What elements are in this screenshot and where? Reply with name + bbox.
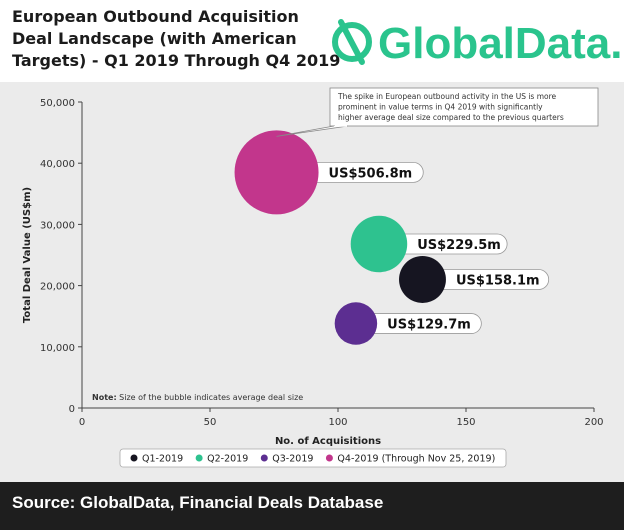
globaldata-logo: GlobalData. — [332, 19, 620, 68]
footer: Source: GlobalData, Financial Deals Data… — [0, 482, 624, 530]
axes: 0 10,000 20,000 30,000 40,000 50,000 0 50 100 150… — [22, 98, 604, 447]
source-text: Source: GlobalData, Financial Deals Data… — [12, 493, 384, 512]
legend-label: Q2-2019 — [207, 454, 248, 465]
annotation-text: The spike in European outbound activity … — [337, 92, 564, 122]
bubble-1 — [399, 256, 446, 303]
bubble-label: US$506.8m — [329, 166, 413, 181]
bubbles: US$158.1m US$229.5m US$129.7m US$506.8m — [234, 130, 550, 345]
y-tick-label: 40,000 — [40, 159, 75, 170]
y-tick-label: 20,000 — [40, 282, 75, 293]
bubble-3 — [334, 302, 378, 345]
logo-text: GlobalData. — [378, 19, 620, 68]
legend-marker-1 — [130, 454, 138, 462]
annotation-pointer — [276, 125, 349, 137]
x-tick-label: 100 — [328, 417, 347, 428]
bubble-chart: 0 10,000 20,000 30,000 40,000 50,000 0 50 100 150… — [22, 87, 604, 468]
chart-note: Note: Size of the bubble indicates avera… — [92, 393, 303, 402]
legend-label: Q1-2019 — [142, 454, 183, 465]
globaldata-logo-icon — [332, 19, 372, 65]
chart-note-label: Note: — [92, 393, 117, 402]
chart-area: 0 10,000 20,000 30,000 40,000 50,000 0 50 100 150… — [0, 82, 624, 482]
annotation: The spike in European outbound activity … — [276, 87, 599, 137]
y-tick-label: 30,000 — [40, 220, 75, 231]
y-tick-label: 50,000 — [40, 98, 75, 109]
header: European Outbound Acquisition Deal Lands… — [0, 0, 624, 80]
bubble-4 — [234, 130, 319, 215]
legend-label: Q4-2019 (Through Nov 25, 2019) — [337, 454, 495, 465]
title-line-2: Deal Landscape (with American — [12, 29, 297, 48]
annotation-box — [329, 87, 599, 127]
legend-marker-4 — [325, 454, 333, 462]
bubble-2 — [350, 215, 408, 273]
legend-label: Q3-2019 — [272, 454, 313, 465]
x-tick-label: 200 — [584, 417, 603, 428]
legend: Q1-2019 Q2-2019 Q3-2019 Q4-2019 (Through No… — [119, 448, 507, 468]
title-line-1: European Outbound Acquisition — [12, 7, 299, 26]
y-axis-title: Total Deal Value (US$m) — [22, 187, 33, 323]
annotation-line: The spike in European outbound activity … — [337, 92, 557, 101]
legend-marker-2 — [195, 454, 203, 462]
legend-marker-3 — [260, 454, 268, 462]
legend-box — [119, 448, 507, 468]
y-tick-label: 10,000 — [40, 343, 75, 354]
x-tick-label: 150 — [456, 417, 475, 428]
chart-note-text: Size of the bubble indicates average dea… — [117, 393, 304, 402]
bubble-label: US$229.5m — [417, 238, 501, 253]
y-tick-label: 0 — [69, 404, 75, 415]
x-axis-title: No. of Acquisitions — [275, 436, 381, 447]
title-line-3: Targets) - Q1 2019 Through Q4 2019 — [12, 51, 341, 70]
chart-title: European Outbound Acquisition Deal Lands… — [12, 6, 342, 72]
x-tick-label: 50 — [204, 417, 217, 428]
x-tick-label: 0 — [79, 417, 85, 428]
annotation-line: higher average deal size compared to the… — [338, 113, 564, 122]
bubble-label: US$129.7m — [387, 318, 471, 333]
bubble-label: US$158.1m — [456, 273, 540, 288]
annotation-line: prominent in value terms in Q4 2019 with… — [338, 103, 543, 112]
